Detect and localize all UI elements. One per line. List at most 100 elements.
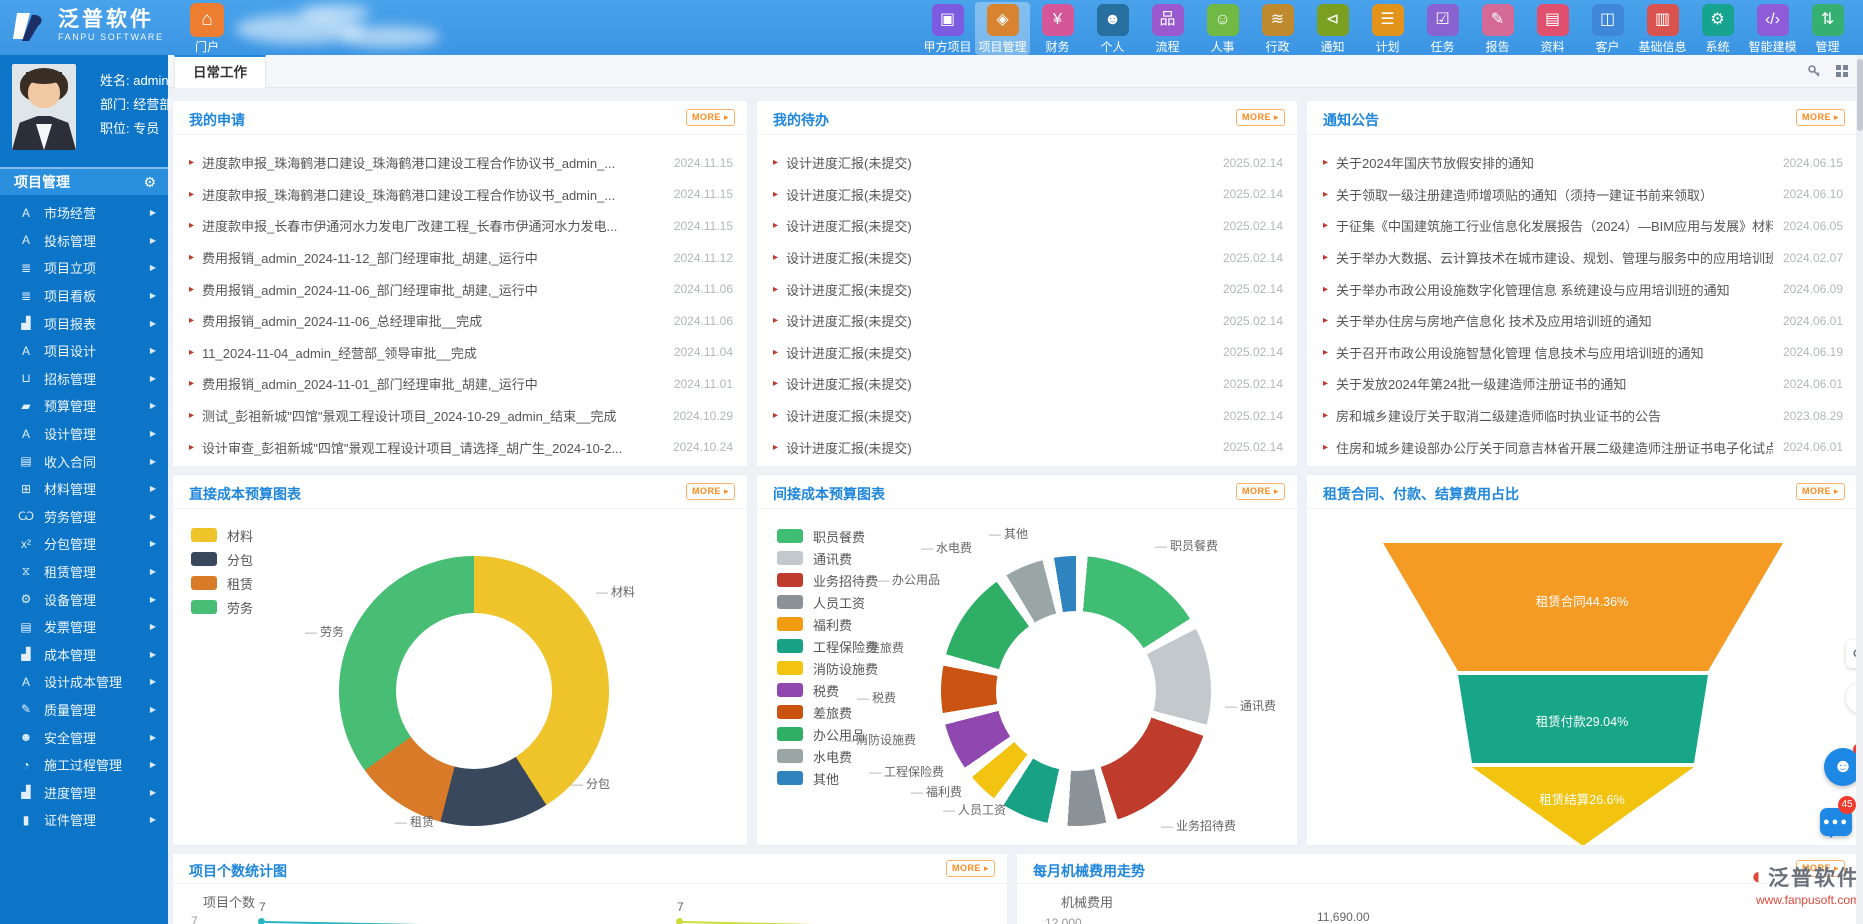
sidebar-item-设备管理[interactable]: ⚙设备管理▶ <box>0 585 168 613</box>
nav-item-报告[interactable]: ✎报告 <box>1470 2 1525 55</box>
list-item[interactable]: ▸于征集《中国建筑施工行业信息化发展报告（2024）—BIM应用与发展》材料..… <box>1307 210 1857 242</box>
sidebar-item-市场经营[interactable]: A市场经营▶ <box>0 199 168 227</box>
sidebar-item-质量管理[interactable]: ✎质量管理▶ <box>0 696 168 724</box>
list-item[interactable]: ▸设计进度汇报(未提交)2025.02.14 <box>757 337 1297 369</box>
menu-label: 招标管理 <box>44 369 96 388</box>
list-item[interactable]: ▸11_2024-11-04_admin_经营部_领导审批__完成2024.11… <box>173 337 747 369</box>
nav-item-管理[interactable]: ⇅管理 <box>1800 2 1855 55</box>
list-item[interactable]: ▸关于领取一级注册建造师增项贴的通知（须持一建证书前来领取）2024.06.10 <box>1307 179 1857 211</box>
list-item[interactable]: ▸关于2024年国庆节放假安排的通知2024.06.15 <box>1307 147 1857 179</box>
nav-item-项目管理[interactable]: ◈项目管理 <box>975 2 1030 55</box>
sidebar-item-投标管理[interactable]: A投标管理▶ <box>0 227 168 255</box>
list-item[interactable]: ▸设计进度汇报(未提交)2025.02.14 <box>757 147 1297 179</box>
list-item[interactable]: ▸费用报销_admin_2024-11-01_部门经理审批_胡建,_运行中202… <box>173 368 747 400</box>
more-button[interactable]: MORE ▸ <box>1236 109 1285 126</box>
sidebar-item-项目看板[interactable]: ≣项目看板▶ <box>0 282 168 310</box>
list-item[interactable]: ▸设计进度汇报(未提交)2025.02.14 <box>757 305 1297 337</box>
list-item[interactable]: ▸关于举办住房与房地产信息化 技术及应用培训班的通知2024.06.01 <box>1307 305 1857 337</box>
more-button[interactable]: MORE ▸ <box>1796 483 1845 500</box>
nav-item-资料[interactable]: ▤资料 <box>1525 2 1580 55</box>
sidebar-item-证件管理[interactable]: ▮证件管理▶ <box>0 806 168 834</box>
list-item[interactable]: ▸进度款申报_珠海鹤港口建设_珠海鹤港口建设工程合作协议书_admin_...2… <box>173 179 747 211</box>
nav-item-计划[interactable]: ☰计划 <box>1360 2 1415 55</box>
panel-direct-cost-chart: 直接成本预算图表 MORE ▸ 材料分包租赁劳务 —材料—分包—租赁—劳务 <box>172 474 748 846</box>
nav-item-智能建模[interactable]: ‹/›智能建模 <box>1745 2 1800 55</box>
sidebar-item-安全管理[interactable]: ☻安全管理▶ <box>0 723 168 751</box>
nav-item-行政[interactable]: ≋行政 <box>1250 2 1305 55</box>
管理-icon: ⇅ <box>1812 4 1844 36</box>
sidebar-item-材料管理[interactable]: ⊞材料管理▶ <box>0 475 168 503</box>
sidebar-item-项目设计[interactable]: A项目设计▶ <box>0 337 168 365</box>
gear-icon[interactable]: ⚙ <box>143 169 156 195</box>
more-button[interactable]: MORE ▸ <box>686 483 735 500</box>
sidebar-item-收入合同[interactable]: ▤收入合同▶ <box>0 447 168 475</box>
list-item[interactable]: ▸设计进度汇报(未提交)2025.02.14 <box>757 431 1297 463</box>
app-logo: 泛普软件 FANPU SOFTWARE <box>10 5 164 45</box>
bullet-icon: ▸ <box>189 410 194 421</box>
list-item[interactable]: ▸设计进度汇报(未提交)2025.02.14 <box>757 400 1297 432</box>
list-item[interactable]: ▸关于召开市政公用设施智慧化管理 信息技术与应用培训班的通知2024.06.19 <box>1307 337 1857 369</box>
sidebar-item-项目报表[interactable]: ▟项目报表▶ <box>0 309 168 337</box>
nav-item-任务[interactable]: ☑任务 <box>1415 2 1470 55</box>
nav-item-客户[interactable]: ◫客户 <box>1580 2 1635 55</box>
list-item[interactable]: ▸关于举办市政公用设施数字化管理信息 系统建设与应用培训班的通知2024.06.… <box>1307 273 1857 305</box>
sidebar-item-预算管理[interactable]: ▰预算管理▶ <box>0 392 168 420</box>
sidebar-item-成本管理[interactable]: ▟成本管理▶ <box>0 641 168 669</box>
nav-label: 行政 <box>1250 38 1305 55</box>
sidebar-item-项目立项[interactable]: ≣项目立项▶ <box>0 254 168 282</box>
list-item-text: 费用报销_admin_2024-11-06_总经理审批__完成 <box>202 311 664 330</box>
list-item[interactable]: ▸设计进度汇报(未提交)2025.02.14 <box>757 179 1297 211</box>
more-button[interactable]: MORE ▸ <box>946 860 995 877</box>
list-item-date: 2024.10.24 <box>673 440 733 454</box>
nav-item-基础信息[interactable]: ▥基础信息 <box>1635 2 1690 55</box>
nav-label: 甲方项目 <box>920 38 975 55</box>
scrollbar-thumb[interactable] <box>1857 59 1863 131</box>
list-item[interactable]: ▸设计进度汇报(未提交)2025.02.14 <box>757 242 1297 274</box>
list-item[interactable]: ▸设计进度汇报(未提交)2025.02.14 <box>757 273 1297 305</box>
more-button[interactable]: MORE ▸ <box>686 109 735 126</box>
nav-label: 任务 <box>1415 38 1470 55</box>
list-item[interactable]: ▸费用报销_admin_2024-11-06_总经理审批__完成2024.11.… <box>173 305 747 337</box>
sidebar-item-分包管理[interactable]: x²分包管理▶ <box>0 530 168 558</box>
list-item[interactable]: ▸设计审查_彭祖新城"四馆"景观工程设计项目_请选择_胡广生_2024-10-2… <box>173 431 747 463</box>
list-item[interactable]: ▸设计进度汇报(未提交)2025.02.14 <box>757 210 1297 242</box>
tab-daily-work[interactable]: 日常工作 <box>174 55 266 88</box>
list-item[interactable]: ▸设计进度汇报(未提交)2025.02.14 <box>757 368 1297 400</box>
list-item[interactable]: ▸关于举办大数据、云计算技术在城市建设、规划、管理与服务中的应用培训班...20… <box>1307 242 1857 274</box>
key-icon[interactable] <box>1807 64 1821 78</box>
nav-item-财务[interactable]: ¥财务 <box>1030 2 1085 55</box>
list-item[interactable]: ▸进度款申报_长春市伊通河水力发电厂改建工程_长春市伊通河水力发电...2024… <box>173 210 747 242</box>
nav-item-系统[interactable]: ⚙系统 <box>1690 2 1745 55</box>
nav-item-通知[interactable]: ⊲通知 <box>1305 2 1360 55</box>
list-item[interactable]: ▸进度款申报_珠海鹤港口建设_珠海鹤港口建设工程合作协议书_admin_...2… <box>173 147 747 179</box>
list-item[interactable]: ▸费用报销_admin_2024-11-12_部门经理审批_胡建,_运行中202… <box>173 242 747 274</box>
legend-label: 通讯费 <box>813 549 852 568</box>
chevron-right-icon: ▶ <box>150 733 156 742</box>
list-item[interactable]: ▸住房和城乡建设部办公厅关于同意吉林省开展二级建造师注册证书电子化试点...20… <box>1307 431 1857 463</box>
list-item[interactable]: ▸关于发放2024年第24批一级建造师注册证书的通知2024.06.01 <box>1307 368 1857 400</box>
nav-item-甲方项目[interactable]: ▣甲方项目 <box>920 2 975 55</box>
sidebar-item-施工过程管理[interactable]: ◔施工过程管理▶ <box>0 751 168 779</box>
sidebar-item-设计管理[interactable]: A设计管理▶ <box>0 420 168 448</box>
nav-item-个人[interactable]: ☻个人 <box>1085 2 1140 55</box>
list-item[interactable]: ▸费用报销_admin_2024-11-06_部门经理审批_胡建,_运行中202… <box>173 273 747 305</box>
list-item[interactable]: ▸测试_彭祖新城"四馆"景观工程设计项目_2024-10-29_admin_结束… <box>173 400 747 432</box>
sidebar-item-进度管理[interactable]: ▟进度管理▶ <box>0 778 168 806</box>
cloud-decoration <box>340 26 440 48</box>
sidebar-item-劳务管理[interactable]: Ѡ劳务管理▶ <box>0 503 168 531</box>
sidebar-item-招标管理[interactable]: ⊔招标管理▶ <box>0 365 168 393</box>
direct-cost-legend: 材料分包租赁劳务 <box>191 523 253 619</box>
nav-item-portal[interactable]: ⌂ 门户 <box>184 3 230 55</box>
nav-item-人事[interactable]: ☺人事 <box>1195 2 1250 55</box>
layout-grid-icon[interactable] <box>1835 64 1849 78</box>
legend-swatch <box>777 617 803 631</box>
list-item[interactable]: ▸房和城乡建设厅关于取消二级建造师临时执业证书的公告2023.08.29 <box>1307 400 1857 432</box>
more-button[interactable]: MORE ▸ <box>1236 483 1285 500</box>
sidebar-item-发票管理[interactable]: ▤发票管理▶ <box>0 613 168 641</box>
more-button[interactable]: MORE ▸ <box>1796 109 1845 126</box>
sidebar-item-设计成本管理[interactable]: A设计成本管理▶ <box>0 668 168 696</box>
sidebar-item-租赁管理[interactable]: ⧖租赁管理▶ <box>0 558 168 586</box>
nav-item-流程[interactable]: 品流程 <box>1140 2 1195 55</box>
scrollbar[interactable] <box>1856 55 1863 924</box>
legend-item: 通讯费 <box>777 547 878 569</box>
